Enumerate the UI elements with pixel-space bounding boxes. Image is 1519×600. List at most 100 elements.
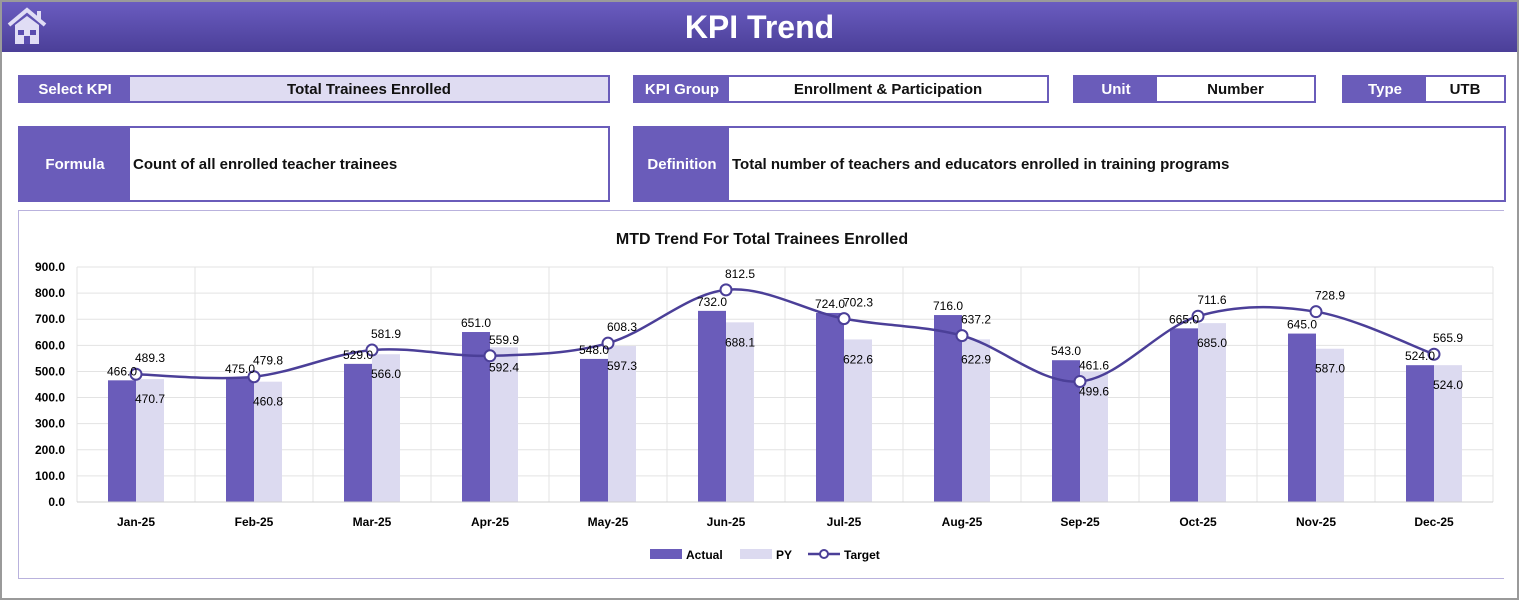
x-tick-label: Dec-25 — [1414, 515, 1454, 529]
label-py: 622.9 — [961, 352, 991, 366]
target-point — [129, 367, 143, 381]
target-point — [1073, 374, 1087, 388]
bar-py — [962, 339, 990, 502]
label-actual: 651.0 — [461, 316, 491, 330]
label-py: 470.7 — [135, 392, 165, 406]
bar-py — [844, 339, 872, 502]
select-kpi-field: Select KPI Total Trainees Enrolled — [18, 75, 610, 103]
select-kpi-dropdown[interactable]: Total Trainees Enrolled — [130, 77, 608, 101]
y-tick-label: 600.0 — [35, 338, 65, 352]
trend-chart: MTD Trend For Total Trainees Enrolled 0.… — [35, 231, 1494, 562]
y-tick-label: 400.0 — [35, 391, 65, 405]
y-tick-label: 0.0 — [48, 495, 65, 509]
y-tick-label: 700.0 — [35, 312, 65, 326]
target-point — [483, 349, 497, 363]
label-target: 489.3 — [135, 351, 165, 365]
kpi-group-field: KPI Group Enrollment & Participation — [633, 75, 1049, 103]
unit-field: Unit Number — [1073, 75, 1316, 103]
target-point — [365, 343, 379, 357]
label-target: 581.9 — [371, 327, 401, 341]
unit-label: Unit — [1075, 77, 1157, 101]
label-actual: 524.0 — [1405, 349, 1435, 363]
x-tick-label: Jun-25 — [707, 515, 746, 529]
bar-actual — [226, 377, 254, 502]
bar-actual — [108, 380, 136, 502]
bar-py — [1316, 348, 1344, 502]
label-target: 812.5 — [725, 267, 755, 281]
y-tick-label: 900.0 — [35, 260, 65, 274]
label-target: 608.3 — [607, 320, 637, 334]
select-kpi-label: Select KPI — [20, 77, 130, 101]
legend-target-label: Target — [844, 548, 880, 562]
y-tick-label: 200.0 — [35, 443, 65, 457]
target-point — [247, 370, 261, 384]
label-actual: 466.0 — [107, 364, 137, 378]
legend-actual-swatch — [650, 549, 682, 559]
x-tick-label: Feb-25 — [235, 515, 274, 529]
legend-py-label: PY — [776, 548, 792, 562]
label-target: 565.9 — [1433, 331, 1463, 345]
label-py: 566.0 — [371, 367, 401, 381]
chart-container: MTD Trend For Total Trainees Enrolled 0.… — [18, 210, 1504, 579]
y-tick-label: 100.0 — [35, 469, 65, 483]
bar-actual — [580, 358, 608, 502]
y-tick-label: 500.0 — [35, 364, 65, 378]
target-point — [719, 283, 733, 297]
y-tick-label: 800.0 — [35, 286, 65, 300]
label-target: 728.9 — [1315, 289, 1345, 303]
label-py: 499.6 — [1079, 385, 1109, 399]
label-actual: 548.0 — [579, 343, 609, 357]
bar-py — [1080, 371, 1108, 502]
label-py: 597.3 — [607, 359, 637, 373]
bar-py — [726, 322, 754, 502]
chart-title: MTD Trend For Total Trainees Enrolled — [616, 231, 908, 248]
label-target: 559.9 — [489, 333, 519, 347]
bar-py — [254, 381, 282, 502]
page-title: KPI Trend — [684, 9, 835, 45]
x-tick-label: Apr-25 — [471, 515, 509, 529]
definition-label: Definition — [635, 128, 729, 200]
formula-label: Formula — [20, 128, 130, 200]
legend-actual-label: Actual — [686, 548, 723, 562]
kpi-group-label: KPI Group — [635, 77, 729, 101]
unit-value: Number — [1207, 80, 1264, 98]
target-point — [955, 329, 969, 343]
legend: Actual PY Target — [650, 548, 880, 562]
label-target: 711.6 — [1197, 293, 1226, 307]
x-tick-label: Aug-25 — [942, 515, 983, 529]
x-tick-label: Nov-25 — [1296, 515, 1336, 529]
bar-actual — [816, 312, 844, 502]
bar-actual — [344, 363, 372, 502]
definition-value: Total number of teachers and educators e… — [732, 155, 1230, 173]
target-point — [1427, 347, 1441, 361]
x-tick-label: Mar-25 — [353, 515, 392, 529]
header: KPI Trend — [2, 2, 1517, 52]
bar-py — [136, 379, 164, 502]
target-point — [837, 312, 851, 326]
definition-field: Definition Total number of teachers and … — [633, 126, 1506, 202]
bar-py — [1198, 323, 1226, 502]
x-tick-label: Sep-25 — [1060, 515, 1100, 529]
label-py: 685.0 — [1197, 336, 1227, 350]
label-py: 524.0 — [1433, 378, 1463, 392]
home-icon[interactable] — [6, 6, 48, 46]
bar-py — [1434, 365, 1462, 502]
y-tick-label: 300.0 — [35, 417, 65, 431]
label-py: 592.4 — [489, 360, 519, 374]
target-point — [1191, 309, 1205, 323]
label-actual: 543.0 — [1051, 344, 1081, 358]
bar-py — [490, 347, 518, 502]
kpi-group-value: Enrollment & Participation — [793, 80, 983, 98]
bar-actual — [698, 310, 726, 502]
label-actual: 475.0 — [225, 362, 255, 376]
label-actual: 732.0 — [697, 295, 727, 309]
label-actual: 716.0 — [933, 299, 963, 313]
label-actual: 724.0 — [815, 297, 845, 311]
label-target: 461.6 — [1079, 358, 1109, 372]
target-point — [1309, 305, 1323, 319]
label-target: 702.3 — [843, 296, 873, 310]
bar-py — [372, 354, 400, 502]
x-tick-label: May-25 — [588, 515, 629, 529]
label-actual: 645.0 — [1287, 318, 1317, 332]
type-value: UTB — [1449, 80, 1481, 98]
